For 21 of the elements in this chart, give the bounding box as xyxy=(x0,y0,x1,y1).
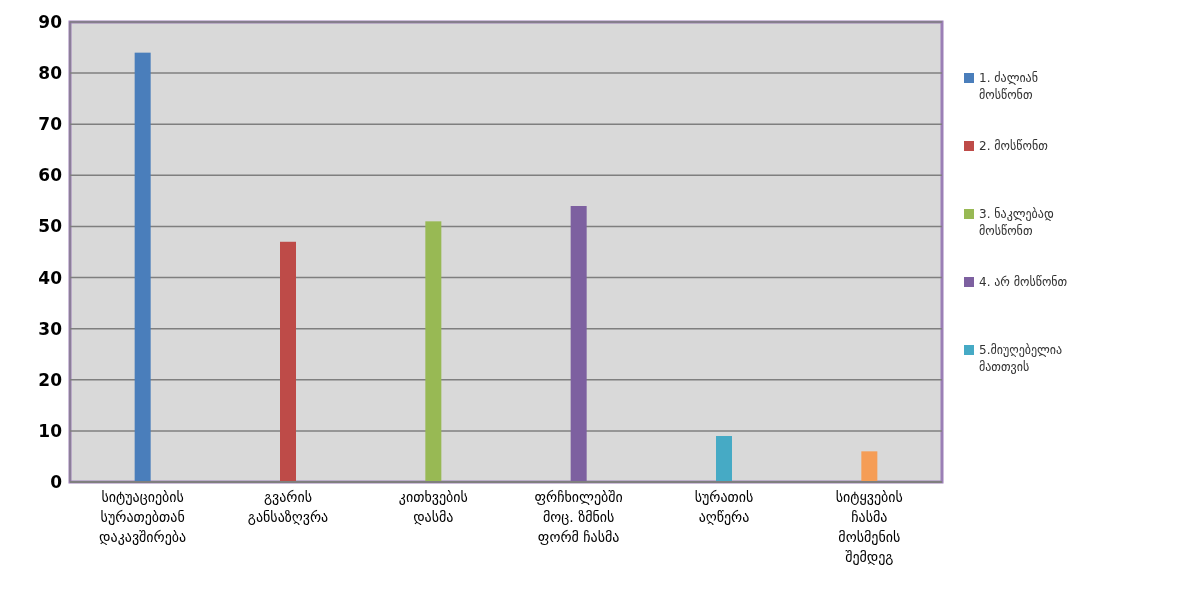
legend-label: 2. მოსწონთ xyxy=(979,139,1049,153)
y-tick-label: 20 xyxy=(38,369,63,390)
y-tick-label: 0 xyxy=(50,471,63,492)
x-tick-label: კითხვების დასმა xyxy=(398,489,468,525)
x-tick-label: სიტუაციების სურათებთან დაკავშირება xyxy=(99,489,187,545)
y-tick-label: 10 xyxy=(38,420,63,441)
y-tick-label: 80 xyxy=(38,63,63,84)
x-tick-label: ფრჩხილებში მოც. ზმნის ფორმ ჩასმა xyxy=(534,489,623,545)
y-tick-label: 30 xyxy=(38,318,63,339)
y-tick-label: 90 xyxy=(38,11,63,32)
legend-label: 5.მიუღებელია მათთვის xyxy=(979,343,1063,374)
x-tick-label: გვარის განსაზღვრა xyxy=(247,489,329,525)
x-tick-label: სურათის აღწერა xyxy=(694,489,754,525)
legend-label: 1. ძალიან მოსწონთ xyxy=(979,71,1038,102)
y-tick-label: 70 xyxy=(38,114,63,135)
y-tick-label: 50 xyxy=(38,216,63,237)
legend-label: 4. არ მოსწონთ xyxy=(979,275,1068,289)
legend-label: 3. ნაკლებად მოსწონთ xyxy=(979,207,1054,238)
y-tick-label: 40 xyxy=(38,267,63,288)
y-tick-label: 60 xyxy=(38,165,63,186)
x-tick-label: სიტყვების ჩასმა მოსმენის შემდეგ xyxy=(835,489,903,565)
